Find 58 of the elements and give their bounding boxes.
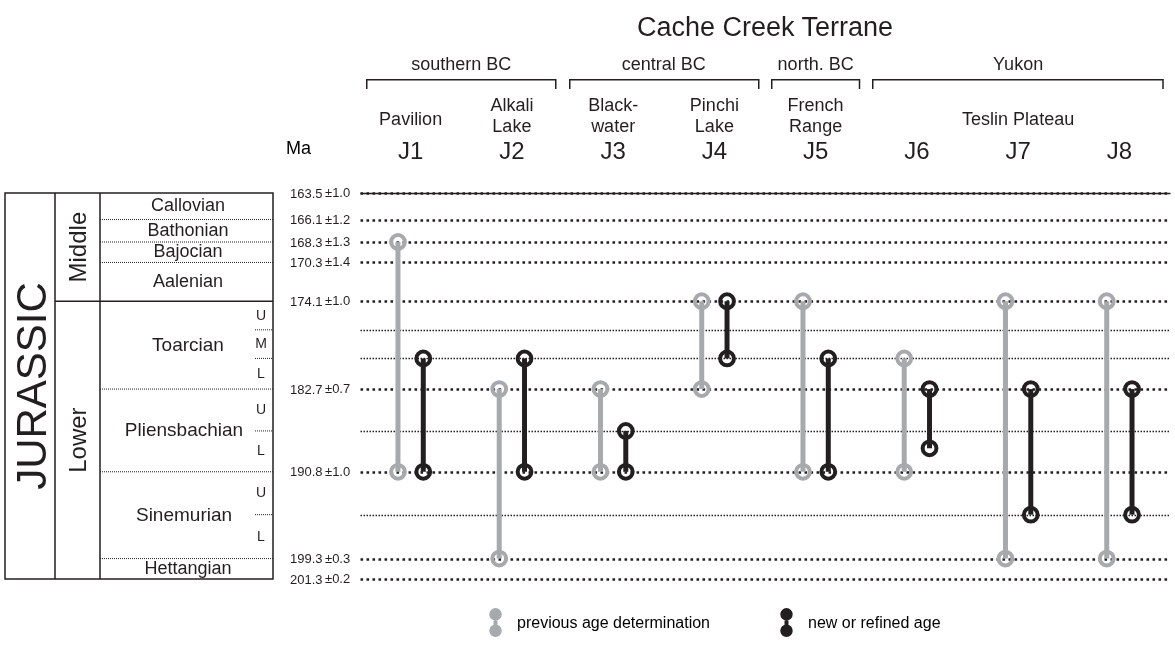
chart-title: Cache Creek Terrane (636, 12, 894, 42)
text: Sinemurian (135, 504, 233, 526)
y-tick-label: 166.1 (289, 212, 323, 228)
text: Black- water (588, 95, 639, 136)
text: ±0.7 (325, 381, 351, 397)
text: ±1.3 (325, 234, 351, 250)
text: Teslin Plateau (962, 109, 1075, 129)
text: ±1.0 (325, 185, 351, 200)
x-tick-label: J4 (701, 136, 728, 164)
text: southern BC (411, 54, 512, 74)
text: ±1.2 (325, 211, 351, 227)
text: Pinchi Lake (689, 95, 739, 136)
text: U (255, 484, 267, 501)
text: ±0.3 (325, 550, 351, 566)
text: Yukon (993, 54, 1044, 74)
text: French Range (787, 95, 844, 136)
text: Lower (64, 407, 91, 473)
text: U (255, 306, 267, 323)
text: Hettangian (144, 557, 232, 578)
text: U (255, 401, 267, 417)
y-tick-label: 201.3 (289, 571, 323, 587)
text: ±1.0 (325, 293, 351, 309)
text: Pliensbachian (124, 419, 244, 441)
text: Bathonian (147, 219, 229, 240)
y-tick-label: 170.3 (289, 254, 323, 270)
text: L (257, 442, 266, 459)
text: Middle (64, 211, 91, 283)
text: Aalenian (152, 270, 224, 291)
y-tick-label: 168.3 (289, 234, 323, 250)
x-tick-label: J8 (1106, 136, 1133, 164)
x-tick-label: J2 (499, 136, 525, 164)
text: L (257, 364, 266, 381)
x-tick-label: J5 (802, 136, 829, 164)
y-tick-label: 190.8 (289, 464, 323, 480)
text: JURASSIC (8, 282, 55, 490)
text: ±0.2 (325, 571, 351, 586)
text: north. BC (777, 54, 854, 74)
text: Pavilion (379, 109, 443, 129)
y-tick-label: 163.5 (289, 185, 323, 201)
text: ±1.4 (325, 254, 351, 270)
y-tick-label: 199.3 (289, 551, 323, 567)
x-tick-label: J3 (600, 136, 626, 164)
y-axis-title: Ma (285, 137, 312, 158)
y-tick-label: 174.1 (289, 293, 323, 309)
text: Bajocian (153, 241, 223, 262)
legend-label: previous age determination (517, 613, 711, 631)
y-tick-label: 182.7 (289, 381, 323, 397)
text: Toarcian (152, 334, 224, 356)
x-tick-label: J1 (397, 136, 424, 164)
text: ±1.0 (325, 463, 351, 479)
text: Callovian (150, 195, 226, 216)
text: Alkali Lake (490, 95, 534, 136)
text: L (257, 527, 266, 544)
x-tick-label: J6 (904, 136, 930, 164)
legend-label: new or refined age (808, 613, 941, 631)
text: M (255, 335, 267, 352)
text: central BC (621, 54, 706, 74)
x-tick-label: J7 (1005, 136, 1031, 164)
